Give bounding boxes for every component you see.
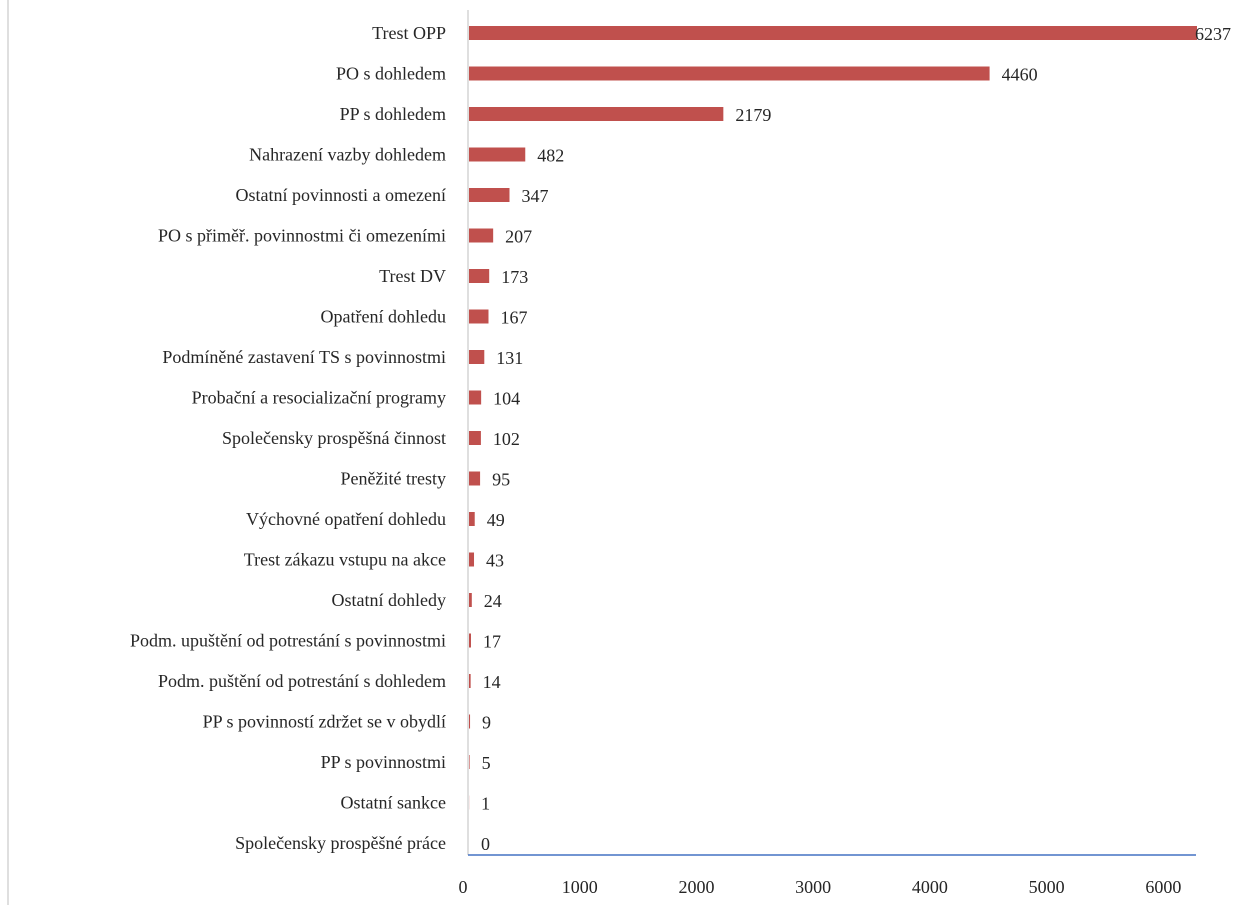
x-tick-label: 6000 (1145, 877, 1181, 897)
value-label: 9 (482, 713, 491, 733)
bar (469, 471, 481, 486)
category-label: Podm. upuštění od potrestání s povinnost… (130, 631, 446, 651)
bar (469, 390, 482, 405)
category-label: Podm. puštění od potrestání s dohledem (158, 671, 446, 691)
x-tick-label: 1000 (562, 877, 598, 897)
value-label: 6237 (1195, 24, 1231, 44)
bar (469, 309, 489, 324)
bar (469, 228, 494, 243)
value-label: 131 (496, 348, 523, 368)
bar (469, 147, 526, 162)
value-label: 0 (481, 834, 490, 854)
value-label: 5 (482, 753, 491, 773)
plot-area: Trest OPP 6237 PO s dohledem 4460 PP s dohle… (130, 10, 1231, 897)
category-label: Společensky prospěšná činnost (222, 428, 446, 448)
value-label: 1 (481, 794, 490, 814)
bar (469, 26, 1197, 40)
value-label: 49 (487, 510, 505, 530)
category-label: Trest DV (379, 266, 446, 286)
value-label: 95 (492, 470, 510, 490)
bar (469, 755, 470, 769)
category-label: Nahrazení vazby dohledem (249, 145, 446, 165)
category-label: Opatření dohledu (321, 307, 446, 327)
category-label: Trest OPP (372, 23, 446, 43)
category-label: Ostatní povinnosti a omezení (236, 185, 446, 205)
bar (469, 552, 475, 567)
value-label: 24 (484, 591, 502, 611)
value-label: 173 (501, 267, 528, 287)
category-label: Peněžité tresty (341, 469, 446, 489)
bar (469, 350, 485, 364)
category-label: Probační a resocializační programy (192, 388, 446, 408)
value-label: 207 (505, 227, 532, 247)
value-label: 2179 (735, 105, 771, 125)
value-label: 482 (537, 146, 564, 166)
bar (469, 188, 510, 202)
value-label: 347 (522, 186, 549, 206)
bar (469, 714, 471, 729)
category-label: PP s dohledem (340, 104, 446, 124)
value-label: 43 (486, 551, 504, 571)
bar (469, 674, 471, 688)
value-label: 167 (500, 308, 527, 328)
category-label: Ostatní sankce (341, 793, 446, 813)
x-tick-label: 0 (459, 877, 468, 897)
category-label: Společensky prospěšné práce (235, 833, 446, 853)
bar (469, 66, 990, 81)
category-label: PO s dohledem (336, 64, 446, 84)
value-label: 102 (493, 429, 520, 449)
category-label: Trest zákazu vstupu na akce (244, 550, 446, 570)
x-tick-label: 4000 (912, 877, 948, 897)
value-label: 4460 (1002, 65, 1038, 85)
bar (469, 431, 481, 445)
bar (469, 512, 475, 526)
category-label: PO s přiměř. povinnostmi či omezeními (158, 226, 446, 246)
bar (469, 269, 490, 283)
x-tick-label: 5000 (1029, 877, 1065, 897)
category-label: PP s povinností zdržet se v obydlí (203, 712, 446, 732)
x-tick-label: 3000 (795, 877, 831, 897)
category-label: PP s povinnostmi (321, 752, 446, 772)
bar (469, 593, 472, 607)
value-label: 14 (483, 672, 501, 692)
category-label: Výchovné opatření dohledu (246, 509, 446, 529)
value-label: 104 (493, 389, 520, 409)
category-label: Ostatní dohledy (332, 590, 447, 610)
bar (469, 633, 471, 648)
category-label: Podmíněné zastavení TS s povinnostmi (162, 347, 446, 367)
bar (469, 107, 724, 121)
value-label: 17 (483, 632, 501, 652)
x-tick-label: 2000 (678, 877, 714, 897)
